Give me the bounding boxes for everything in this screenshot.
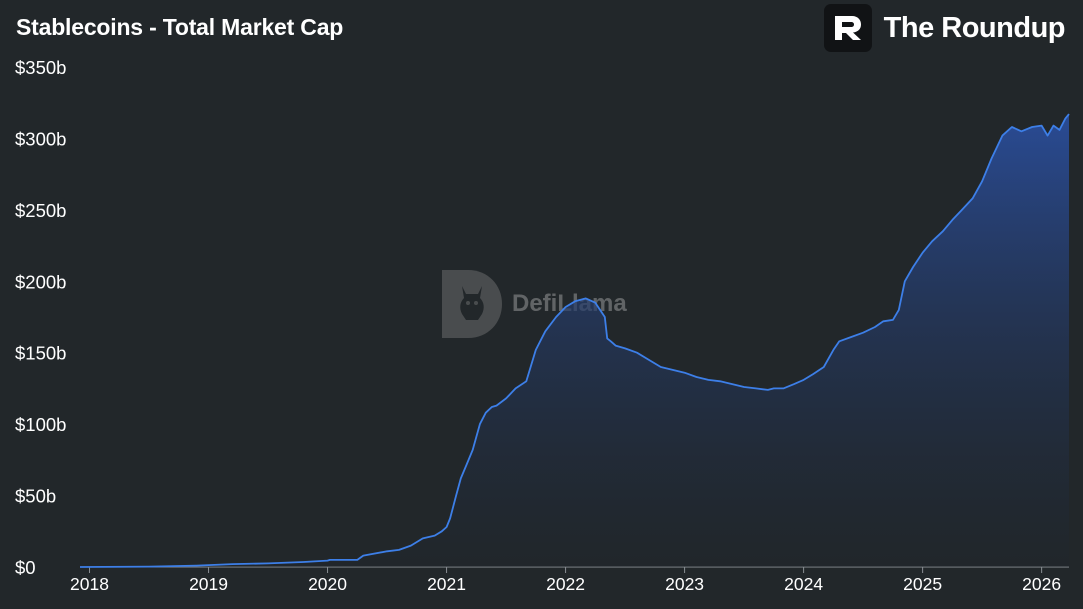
x-tick-label: 2018 [70, 574, 109, 594]
llama-logo-icon [442, 270, 502, 338]
y-tick-label: $250b [15, 200, 66, 221]
watermark: DefiLlama [442, 270, 627, 338]
roundup-r-logo-icon [823, 4, 872, 52]
x-tick-label: 2024 [784, 574, 823, 594]
x-tick-label: 2021 [427, 574, 466, 594]
y-tick-label: $200b [15, 271, 66, 292]
y-tick-label: $0 [15, 557, 36, 578]
series-area [80, 114, 1069, 567]
y-tick-label: $300b [15, 128, 66, 149]
x-tick-label: 2019 [189, 574, 228, 594]
x-tick-label: 2022 [546, 574, 585, 594]
y-axis: $0 $50b $100b $150b $200b $250b $300b $350b [15, 57, 66, 578]
x-tick-label: 2023 [665, 574, 704, 594]
brand: The Roundup [823, 4, 1066, 52]
y-tick-label: $150b [15, 343, 66, 364]
chart-title: Stablecoins - Total Market Cap [16, 14, 344, 40]
x-tick-label: 2025 [903, 574, 942, 594]
y-tick-label: $100b [15, 414, 66, 435]
x-tick-label: 2026 [1022, 574, 1061, 594]
plot-area [79, 113, 1070, 568]
y-tick-label: $50b [15, 486, 56, 507]
x-axis: 2018 2019 2020 2021 2022 2023 2024 2025 2026 [70, 566, 1069, 594]
x-tick-label: 2020 [308, 574, 347, 594]
y-tick-label: $350b [15, 57, 66, 78]
brand-name: The Roundup [883, 11, 1066, 44]
series-line [79, 113, 1070, 568]
